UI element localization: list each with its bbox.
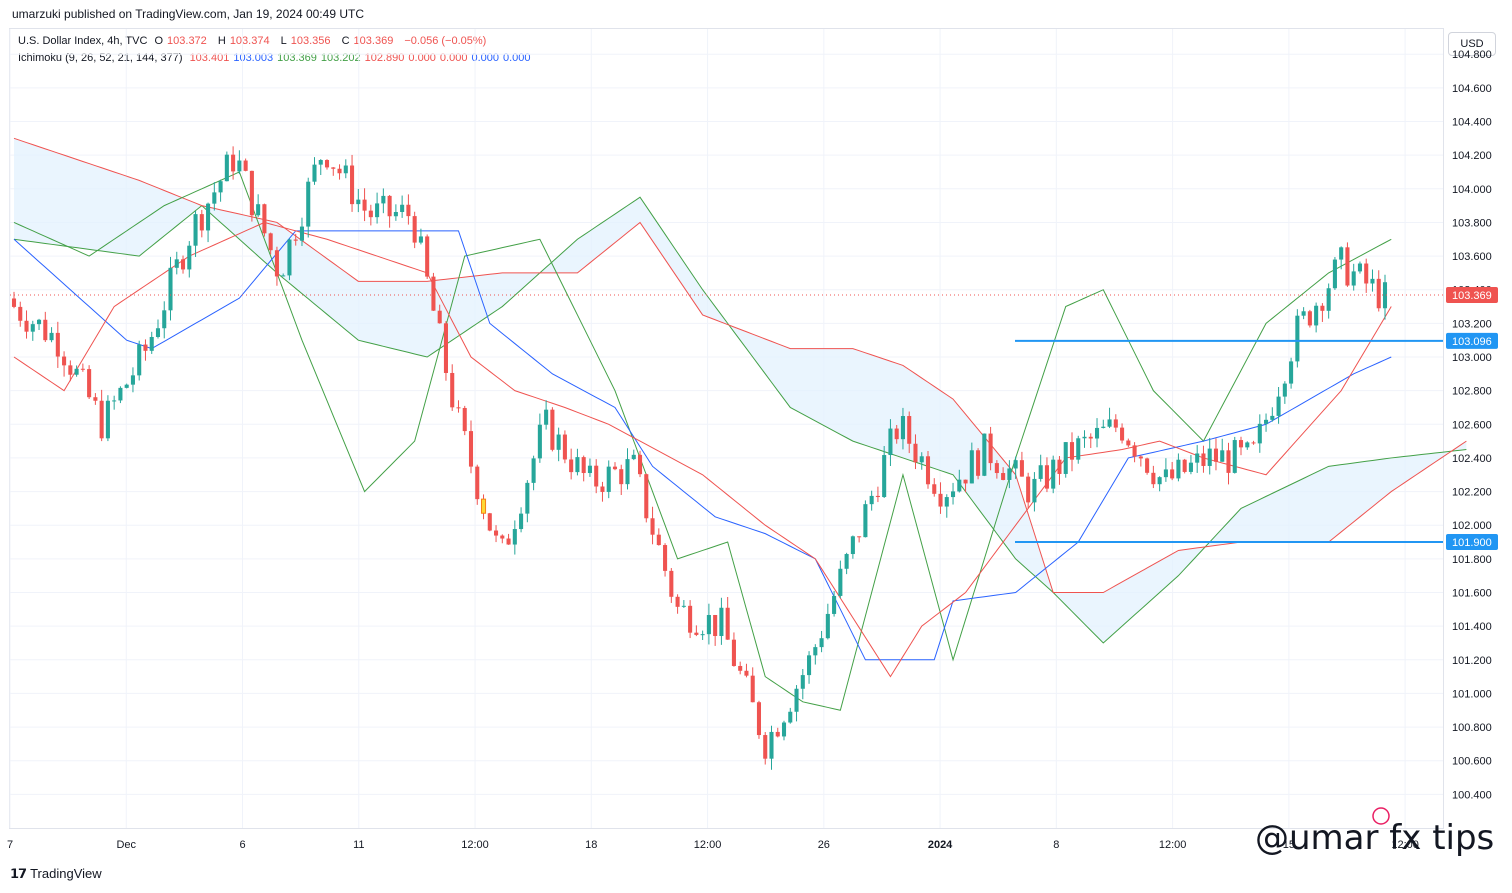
- x-tick-label: 2024: [928, 839, 953, 851]
- indicator-name[interactable]: Ichimoku (9, 26, 52, 21, 144, 377): [18, 52, 183, 64]
- x-tick-label: Dec: [116, 839, 136, 851]
- y-tick-label: 104.400: [1452, 117, 1492, 129]
- ichimoku-value: 0.000: [471, 52, 499, 64]
- price-change: −0.056 (−0.05%): [404, 35, 487, 47]
- x-tick-label: 7: [7, 839, 13, 851]
- ichimoku-value: 103.369: [277, 52, 317, 64]
- level-price-label: 103.096: [1452, 336, 1492, 348]
- y-tick-label: 101.000: [1452, 688, 1492, 700]
- y-tick-label: 103.800: [1452, 217, 1492, 229]
- symbol-name[interactable]: U.S. Dollar Index, 4h, TVC: [18, 35, 148, 47]
- y-tick-label: 101.400: [1452, 621, 1492, 633]
- y-tick-label: 103.400: [1452, 285, 1492, 297]
- y-tick-label: 102.000: [1452, 520, 1492, 532]
- ohlc-low: L 103.356: [280, 35, 331, 47]
- y-tick-label: 102.800: [1452, 386, 1492, 398]
- x-tick-label: 11: [353, 839, 364, 851]
- y-tick-label: 101.800: [1452, 554, 1492, 566]
- indicator-legend: Ichimoku (9, 26, 52, 21, 144, 377) 103.4…: [18, 52, 539, 64]
- y-tick-label: 102.200: [1452, 487, 1492, 499]
- y-tick-label: 102.400: [1452, 453, 1492, 465]
- y-tick-label: 104.000: [1452, 184, 1492, 196]
- last-price-label: 103.369: [1452, 290, 1492, 302]
- y-tick-label: 103.000: [1452, 352, 1492, 364]
- author-watermark: @umar fx tips: [1255, 818, 1495, 858]
- y-tick-label: 100.600: [1452, 756, 1492, 768]
- level-price-tag: [1446, 332, 1498, 349]
- x-tick-label: 26: [818, 839, 830, 851]
- y-tick-label: 100.400: [1452, 789, 1492, 801]
- ohlc-close: C 103.369: [341, 35, 394, 47]
- x-tick-label: 6: [239, 839, 245, 851]
- ichimoku-value: 103.003: [233, 52, 274, 64]
- y-tick-label: 104.600: [1452, 83, 1492, 95]
- ichimoku-value: 0.000: [502, 52, 531, 64]
- tradingview-logo[interactable]: 𝟭𝟳 TradingView: [10, 866, 102, 882]
- y-tick-label: 100.800: [1452, 722, 1492, 734]
- y-tick-label: 101.600: [1452, 588, 1492, 600]
- ohlc-high: H 103.374: [217, 35, 270, 47]
- ichimoku-value: 103.401: [189, 52, 230, 64]
- y-tick-label: 102.600: [1452, 419, 1492, 431]
- currency-button[interactable]: USD: [1448, 32, 1496, 56]
- x-tick-label: 12:00: [461, 839, 489, 851]
- ichimoku-value: 102.890: [364, 52, 405, 64]
- ichimoku-value: 0.000: [408, 52, 436, 64]
- ohlc-open: O 103.372: [154, 35, 207, 47]
- symbol-legend: U.S. Dollar Index, 4h, TVC O 103.372 H 103…: [18, 35, 490, 47]
- tv-logo-icon: 𝟭𝟳: [10, 866, 27, 881]
- indicator-values: 103.401 103.003 103.369 103.202 102.890 0.000…: [190, 52, 535, 64]
- chart-frame[interactable]: [9, 28, 1444, 829]
- tv-logo-text: TradingView: [30, 866, 102, 881]
- level-price-label: 101.900: [1452, 537, 1492, 549]
- last-price-tag: [1446, 286, 1498, 303]
- x-tick-label: 8: [1053, 839, 1059, 851]
- x-tick-label: 18: [585, 839, 597, 851]
- publisher-caption: umarzuki published on TradingView.com, J…: [12, 7, 364, 21]
- y-tick-label: 103.600: [1452, 251, 1492, 263]
- ichimoku-value: 0.000: [439, 52, 468, 64]
- x-tick-label: 12:00: [1159, 839, 1187, 851]
- level-price-tag: [1446, 534, 1498, 551]
- x-tick-label: 12:00: [694, 839, 722, 851]
- ichimoku-value: 103.202: [320, 52, 361, 64]
- y-tick-label: 101.200: [1452, 655, 1492, 667]
- y-tick-label: 104.200: [1452, 150, 1492, 162]
- y-tick-label: 103.200: [1452, 318, 1492, 330]
